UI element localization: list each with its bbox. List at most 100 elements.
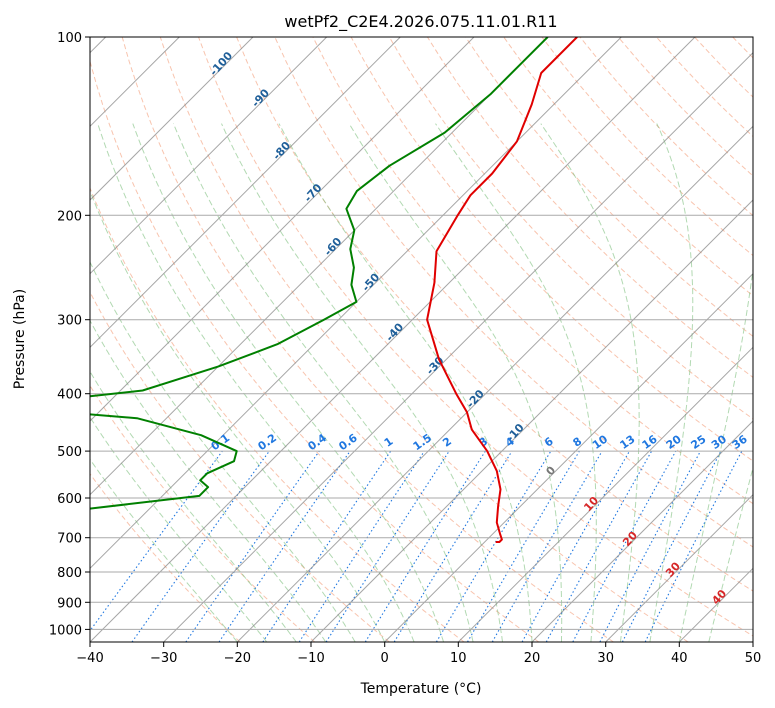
isotherm-line — [752, 641, 753, 642]
chart-title: wetPf2_C2E4.2026.075.11.01.R11 — [284, 12, 557, 32]
mixing-ratio-line — [218, 450, 351, 642]
x-tick-label: 10 — [450, 651, 467, 666]
isotherm-line — [605, 493, 753, 642]
dry-adiabat — [159, 37, 689, 642]
isotherm-label: -100 — [207, 49, 235, 78]
mixing-ratio-label: 2 — [440, 435, 454, 450]
dry-adiabat — [694, 37, 753, 98]
x-tick-label: 50 — [745, 651, 762, 666]
x-tick-label: 40 — [671, 651, 688, 666]
dry-adiabat — [426, 37, 753, 378]
isotherm-line — [384, 272, 753, 642]
moist-adiabat — [90, 370, 297, 642]
isotherm-label: 30 — [663, 559, 683, 579]
moist-adiabat — [348, 123, 563, 642]
mixing-ratio-line — [644, 450, 743, 642]
mixing-ratio-line — [298, 450, 425, 642]
moist-adiabat — [90, 189, 386, 642]
dry-adiabat — [236, 37, 753, 592]
isotherm-label: -90 — [249, 86, 272, 110]
y-tick-label: 800 — [57, 566, 82, 581]
mixing-ratio-line — [185, 450, 320, 642]
x-axis-ticks: −40 −30 −20 −10 0 10 20 30 40 50 — [76, 642, 761, 666]
profiles — [90, 37, 578, 543]
moist-adiabat — [97, 123, 415, 642]
isotherm-line — [90, 37, 254, 201]
mixing-ratio-label: 1.5 — [411, 431, 434, 453]
dry-adiabat — [198, 37, 753, 637]
dry-adiabat — [90, 472, 241, 642]
y-tick-label: 100 — [57, 31, 82, 46]
isotherm-label: 10 — [581, 494, 601, 514]
dewpoint-profile — [90, 37, 549, 510]
mixing-ratio-line — [435, 450, 552, 642]
x-tick-label: 0 — [381, 651, 389, 666]
isotherm-line — [90, 37, 549, 496]
mixing-ratio-label: 8 — [571, 435, 585, 450]
mixing-ratio-line — [521, 450, 630, 642]
moist-adiabat — [278, 123, 533, 642]
y-axis-title: Pressure (hPa) — [12, 289, 28, 389]
y-tick-label: 1000 — [49, 623, 82, 638]
isotherm-label: -40 — [383, 320, 406, 344]
mixing-ratio-line — [545, 450, 653, 642]
mixing-ratio-label: 0.2 — [256, 431, 279, 453]
isotherm-label: 0 — [543, 464, 558, 479]
x-tick-label: −40 — [76, 651, 103, 666]
moist-adiabat — [435, 123, 597, 642]
mixing-ratio-line — [131, 450, 270, 642]
isotherm-line — [90, 37, 696, 642]
isotherm-line — [678, 567, 753, 642]
x-tick-label: −30 — [150, 651, 177, 666]
isotherm-line — [90, 37, 401, 349]
moist-adiabat — [90, 458, 238, 642]
x-tick-label: −20 — [224, 651, 251, 666]
grid-lines — [90, 37, 753, 630]
isotherm-line — [90, 37, 622, 570]
isotherm-label: -20 — [464, 387, 487, 411]
dry-adiabat — [771, 37, 775, 642]
mixing-ratio-label: 0.4 — [306, 431, 330, 453]
dry-adiabat — [90, 291, 390, 642]
y-tick-label: 700 — [57, 532, 82, 547]
y-tick-label: 500 — [57, 445, 82, 460]
dry-adiabat — [90, 186, 465, 642]
dry-adiabat — [90, 59, 540, 642]
dry-adiabat — [503, 37, 753, 297]
moist-adiabat — [540, 123, 640, 642]
mixing-ratio-label: 30 — [709, 432, 729, 452]
temperature-profile — [426, 37, 578, 543]
isotherm-line — [90, 37, 328, 275]
y-tick-label: 300 — [57, 314, 82, 329]
isotherm-line — [163, 51, 753, 642]
isotherm-label: -80 — [270, 139, 293, 163]
moist-adiabat — [708, 466, 753, 642]
mixing-ratio-label: 36 — [730, 432, 750, 452]
mixing-ratio-line — [572, 450, 677, 642]
mixing-ratio-line — [491, 450, 603, 642]
isotherm-label: -30 — [424, 354, 447, 378]
mixing-ratio-label: 13 — [617, 433, 637, 452]
mixing-ratio-label: 0.1 — [209, 431, 232, 453]
mixing-ratio-label: 25 — [688, 433, 708, 452]
x-tick-label: 30 — [597, 651, 614, 666]
plot-frame — [89, 36, 754, 643]
dry-adiabat — [465, 37, 753, 338]
dry-adiabat — [656, 37, 753, 138]
mixing-ratio-label: 20 — [664, 432, 684, 452]
y-tick-label: 600 — [57, 492, 82, 507]
isotherm-line — [310, 199, 753, 642]
mixing-ratio-line — [364, 450, 486, 642]
isotherm-line — [236, 125, 753, 642]
dry-adiabat — [350, 37, 753, 462]
mixing-ratio-line — [325, 450, 450, 642]
dry-adiabat — [274, 37, 753, 548]
isotherm-line — [90, 37, 475, 422]
moist-adiabat — [221, 123, 503, 642]
x-tick-label: 20 — [524, 651, 541, 666]
y-tick-label: 400 — [57, 388, 82, 403]
y-axis-ticks: 100 200 300 400 500 600 700 800 900 1000 — [49, 31, 90, 638]
moist-adiabat — [132, 123, 445, 642]
y-tick-label: 900 — [57, 596, 82, 611]
